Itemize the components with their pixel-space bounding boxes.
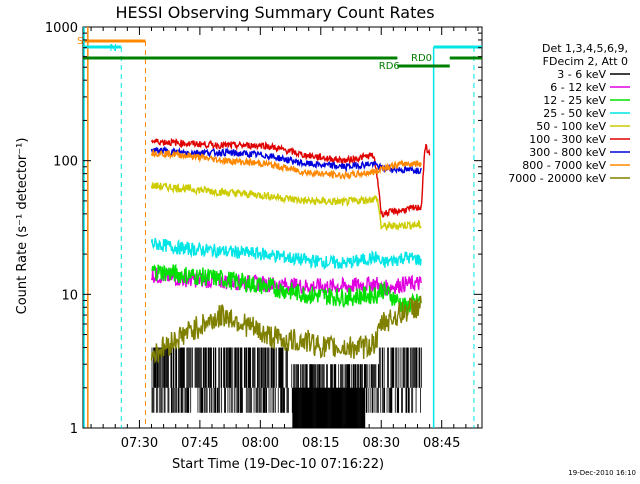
- series-25-50-kev: [150, 237, 422, 271]
- y-tick-label: 100: [53, 155, 78, 170]
- flag-label-rd0: RD0: [411, 53, 432, 64]
- legend-label: 3 - 6 keV: [557, 68, 606, 81]
- x-tick-label: 08:30: [363, 436, 400, 451]
- y-axis-label: Count Rate (s⁻¹ detector⁻¹): [15, 138, 30, 315]
- axes: 1 10 100 1000 07:30 07:45 08:00 08:15 08:30 08:45: [45, 21, 482, 451]
- series-12-25-kev: [151, 263, 422, 315]
- legend-header-line-2: FDecim 2, Att 0: [543, 55, 628, 68]
- flag-label-n: N: [109, 43, 116, 54]
- series-100-300-kev: [150, 137, 431, 219]
- y-tick-label: 10: [61, 288, 78, 303]
- legend-label: 300 - 800 keV: [529, 146, 606, 159]
- series-50-100-kev: [150, 182, 422, 232]
- legend-label: 100 - 300 keV: [529, 133, 606, 146]
- chart-title: HESSI Observing Summary Count Rates: [115, 3, 434, 22]
- x-tick-label: 08:00: [242, 436, 279, 451]
- plot-frame: [82, 26, 483, 429]
- series-line: [150, 182, 422, 232]
- flag-bars: S N RD0 RD6: [77, 27, 482, 428]
- legend-label: 12 - 25 keV: [543, 94, 606, 107]
- y-tick-label: 1: [70, 422, 78, 437]
- legend-label: 7000 - 20000 keV: [508, 172, 606, 185]
- legend-label: 25 - 50 keV: [543, 107, 606, 120]
- flag-label-s: S: [77, 36, 83, 47]
- legend-label: 50 - 100 keV: [536, 120, 606, 133]
- series-3-6-kev: [151, 347, 422, 428]
- flag-label-rd6: RD6: [379, 61, 400, 72]
- legend-header-line-1: Det 1,3,4,5,6,9,: [542, 42, 628, 55]
- series-800-7000-kev: [150, 149, 422, 180]
- series-line: [150, 145, 422, 175]
- series-300-800-kev: [150, 145, 422, 175]
- legend-label: 6 - 12 keV: [550, 81, 606, 94]
- legend-label: 800 - 7000 keV: [522, 159, 606, 172]
- x-tick-label: 08:15: [302, 436, 339, 451]
- y-tick-label: 1000: [45, 21, 78, 36]
- series-line: [150, 237, 422, 271]
- x-tick-label: 07:30: [121, 436, 158, 451]
- series-line: [150, 149, 422, 180]
- series-line: [151, 263, 422, 315]
- x-axis-label: Start Time (19-Dec-10 07:16:22): [172, 457, 384, 472]
- x-tick-label: 07:45: [181, 436, 218, 451]
- series-line: [150, 295, 422, 364]
- timestamp: 19-Dec-2010 16:10: [568, 469, 636, 477]
- x-tick-label: 08:45: [423, 436, 460, 451]
- series-7000-20000-kev: [150, 295, 422, 364]
- data-series: [150, 137, 431, 428]
- series-line: [150, 137, 431, 219]
